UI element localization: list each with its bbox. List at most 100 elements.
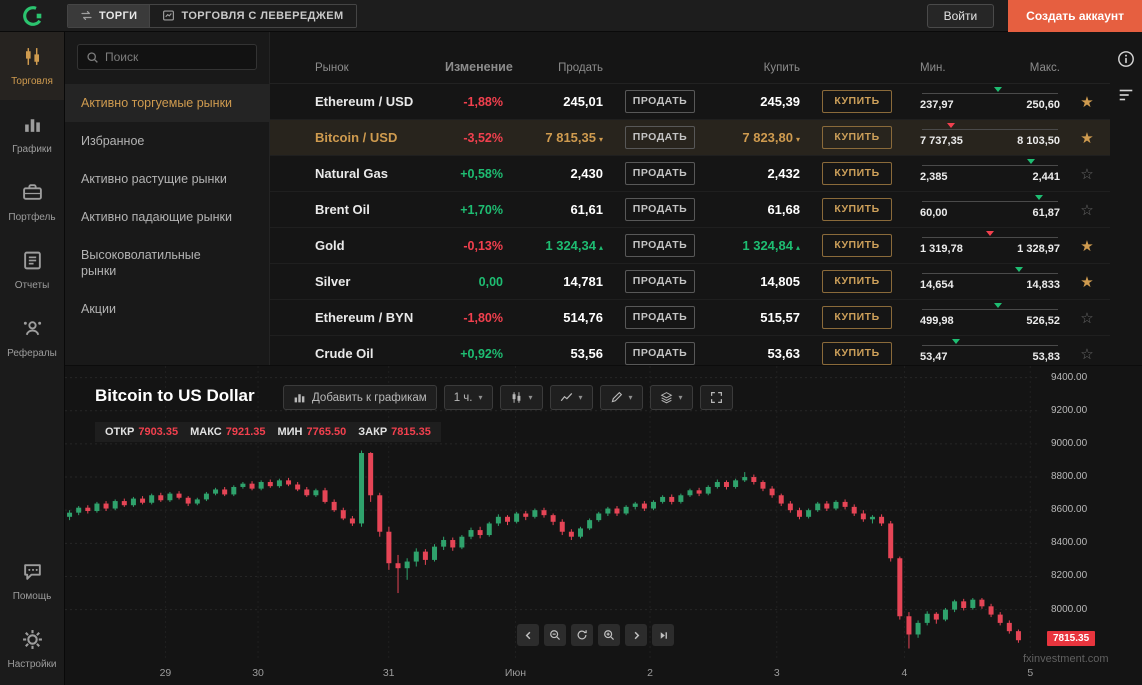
- chart-type-dropdown[interactable]: ▾: [549, 385, 593, 410]
- range-marker-icon: [986, 230, 994, 236]
- category-item[interactable]: Активно падающие рынки: [65, 198, 269, 236]
- daily-range: 7 737,35 8 103,50: [920, 122, 1060, 147]
- price-axis[interactable]: 9400.00 9200.00 9000.00 8800.00 8600.00 8400.…: [1045, 366, 1142, 661]
- login-button[interactable]: Войти: [926, 3, 995, 28]
- sell-button-cell: ПРОДАТЬ: [625, 342, 695, 365]
- buy-button-cell: КУПИТЬ: [822, 162, 892, 185]
- sell-button[interactable]: ПРОДАТЬ: [625, 306, 695, 329]
- buy-price: 515,57: [760, 310, 800, 325]
- favorite-star[interactable]: ★: [1080, 129, 1094, 147]
- favorite-star[interactable]: ☆: [1080, 309, 1094, 327]
- favorite-star[interactable]: ★: [1080, 93, 1094, 111]
- range-track: [922, 302, 1058, 310]
- sell-button[interactable]: ПРОДАТЬ: [625, 90, 695, 113]
- category-label: Активно падающие рынки: [81, 210, 232, 224]
- reset-view-button[interactable]: [571, 624, 593, 646]
- favorite-star[interactable]: ☆: [1080, 201, 1094, 219]
- sidebar-item-рефералы[interactable]: Рефералы: [0, 304, 64, 372]
- table-row[interactable]: Silver 0,00 14,781 ПРОДАТЬ 14,805 КУПИТЬ 14,65…: [270, 264, 1110, 300]
- sidebar-item-помощь[interactable]: Помощь: [0, 547, 64, 615]
- search-box[interactable]: [77, 44, 257, 70]
- range-marker-icon: [994, 302, 1003, 308]
- table-row[interactable]: Bitcoin / USD -3,52% 7 815,35 ▾ ПРОДАТЬ 7 823…: [270, 120, 1110, 156]
- category-item[interactable]: Активно растущие рынки: [65, 160, 269, 198]
- buy-button[interactable]: КУПИТЬ: [822, 198, 892, 221]
- table-row[interactable]: Brent Oil +1,70% 61,61 ПРОДАТЬ 61,68 КУПИТЬ 60…: [270, 192, 1110, 228]
- min-value: 2,385: [920, 170, 948, 183]
- category-item[interactable]: Избранное: [65, 122, 269, 160]
- buy-button[interactable]: КУПИТЬ: [822, 234, 892, 257]
- list-menu-button[interactable]: [1115, 84, 1137, 106]
- change-percent: +0,92%: [460, 346, 503, 361]
- interval-dropdown[interactable]: 1 ч. ▾: [443, 385, 493, 410]
- sidebar-item-портфель[interactable]: Портфель: [0, 168, 64, 236]
- sidebar-top-group: Торговля Графики Портфель Отчеты Рефералы: [0, 32, 64, 372]
- change-percent: -1,88%: [463, 94, 503, 109]
- sell-button[interactable]: ПРОДАТЬ: [625, 126, 695, 149]
- category-item[interactable]: Высоковолатильные рынки: [65, 236, 269, 290]
- sell-button[interactable]: ПРОДАТЬ: [625, 342, 695, 365]
- table-row[interactable]: Crude Oil +0,92% 53,56 ПРОДАТЬ 53,63 КУПИТЬ 53…: [270, 336, 1110, 365]
- chevron-down-icon: ▾: [528, 393, 533, 402]
- info-button[interactable]: [1115, 48, 1137, 70]
- zoom-out-button[interactable]: [544, 624, 566, 646]
- add-to-charts-button[interactable]: Добавить к графикам: [283, 385, 437, 410]
- fullscreen-button[interactable]: [699, 385, 733, 410]
- sell-button[interactable]: ПРОДАТЬ: [625, 270, 695, 293]
- sidebar-item-label: Рефералы: [7, 347, 57, 359]
- go-to-latest-button[interactable]: [652, 624, 674, 646]
- layers-dropdown[interactable]: ▾: [649, 385, 693, 410]
- sell-button-cell: ПРОДАТЬ: [625, 234, 695, 257]
- table-row[interactable]: Ethereum / USD -1,88% 245,01 ПРОДАТЬ 245,39 К…: [270, 84, 1110, 120]
- price-tick-label: 9200.00: [1051, 404, 1088, 416]
- chart-plot[interactable]: [65, 366, 1045, 661]
- table-row[interactable]: Gold -0,13% 1 324,34 ▴ ПРОДАТЬ 1 324,84 ▴ КУПИТ…: [270, 228, 1110, 264]
- daily-range: 14,654 14,833: [920, 266, 1060, 291]
- range-marker-icon: [994, 86, 1003, 92]
- sidebar-item-label: Отчеты: [14, 279, 50, 291]
- table-row[interactable]: Natural Gas +0,58% 2,430 ПРОДАТЬ 2,432 КУПИТЬ…: [270, 156, 1110, 192]
- daily-range: 53,47 53,83: [920, 338, 1060, 363]
- favorite-star[interactable]: ☆: [1080, 345, 1094, 363]
- category-label: Активно растущие рынки: [81, 172, 227, 186]
- sell-button-cell: ПРОДАТЬ: [625, 90, 695, 113]
- candlestick-chart[interactable]: [65, 366, 1045, 661]
- draw-tools-dropdown[interactable]: ▾: [599, 385, 643, 410]
- favorite-star[interactable]: ★: [1080, 237, 1094, 255]
- sidebar-item-настройки[interactable]: Настройки: [0, 615, 64, 683]
- tab-leverage[interactable]: ТОРГОВЛЯ С ЛЕВЕРЕДЖЕМ: [149, 4, 356, 27]
- buy-button[interactable]: КУПИТЬ: [822, 162, 892, 185]
- search-input[interactable]: [105, 50, 245, 64]
- favorite-star[interactable]: ☆: [1080, 165, 1094, 183]
- zoom-in-button[interactable]: [598, 624, 620, 646]
- candle-style-dropdown[interactable]: ▾: [499, 385, 543, 410]
- tab-trading[interactable]: ТОРГИ: [68, 4, 150, 27]
- pan-left-button[interactable]: [517, 624, 539, 646]
- table-row[interactable]: Ethereum / BYN -1,80% 514,76 ПРОДАТЬ 515,57 К…: [270, 300, 1110, 336]
- buy-button[interactable]: КУПИТЬ: [822, 270, 892, 293]
- chart-title: Bitcoin to US Dollar: [95, 386, 255, 405]
- time-axis[interactable]: 29 30 31 Июн 2 3 4 5: [65, 661, 1045, 685]
- pan-right-button[interactable]: [625, 624, 647, 646]
- sidebar-item-отчеты[interactable]: Отчеты: [0, 236, 64, 304]
- category-item[interactable]: Акции: [65, 290, 269, 328]
- sell-button[interactable]: ПРОДАТЬ: [625, 162, 695, 185]
- max-value: 8 103,50: [1017, 134, 1060, 147]
- signup-button[interactable]: Создать аккаунт: [1008, 0, 1142, 32]
- buy-button[interactable]: КУПИТЬ: [822, 306, 892, 329]
- max-value: 2,441: [1032, 170, 1060, 183]
- app-logo[interactable]: [0, 4, 65, 28]
- buy-button[interactable]: КУПИТЬ: [822, 126, 892, 149]
- category-item[interactable]: Активно торгуемые рынки: [65, 84, 269, 122]
- favorite-star[interactable]: ★: [1080, 273, 1094, 291]
- buy-button[interactable]: КУПИТЬ: [822, 90, 892, 113]
- sidebar-item-торговля[interactable]: Торговля: [0, 32, 64, 100]
- range-values: 53,47 53,83: [920, 351, 1060, 363]
- sell-button[interactable]: ПРОДАТЬ: [625, 234, 695, 257]
- sidebar-item-графики[interactable]: Графики: [0, 100, 64, 168]
- sell-price: 53,56: [570, 346, 603, 361]
- buy-button[interactable]: КУПИТЬ: [822, 342, 892, 365]
- ohlc-item: МАКС 7921.35: [190, 426, 265, 438]
- info-icon: [1118, 51, 1134, 67]
- sell-button[interactable]: ПРОДАТЬ: [625, 198, 695, 221]
